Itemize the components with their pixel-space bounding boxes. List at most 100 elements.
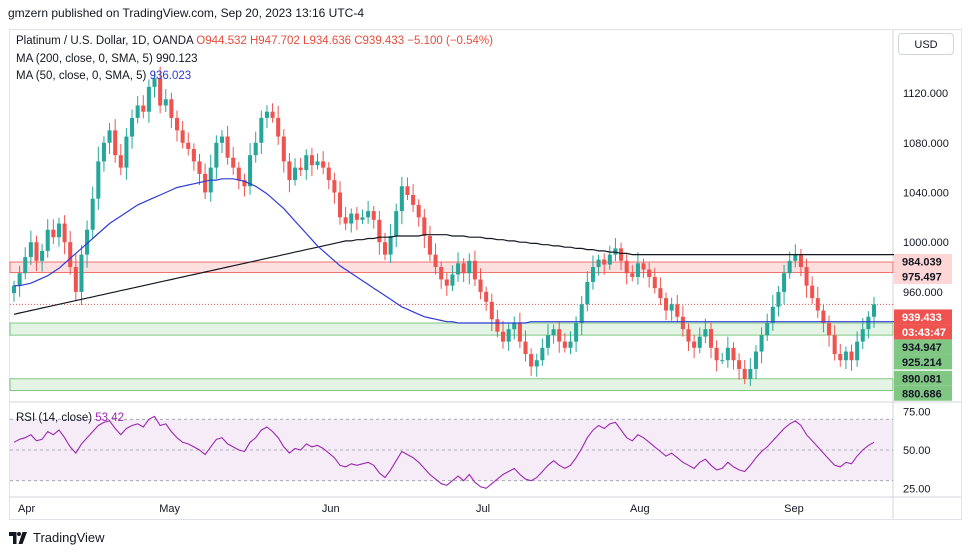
- candle-body: [135, 105, 140, 118]
- price-tag: [894, 254, 952, 270]
- candle-body: [782, 273, 787, 292]
- candle-body: [798, 254, 803, 268]
- candle-body: [759, 335, 764, 352]
- candle-body: [838, 354, 843, 361]
- candle-body: [658, 288, 663, 299]
- time-tick-label: May: [159, 503, 180, 515]
- candle-body: [590, 267, 595, 282]
- support-zone: [9, 378, 894, 391]
- rsi-label: RSI (14, close): [16, 412, 93, 424]
- candle-body: [860, 329, 865, 342]
- price-zones: [9, 261, 894, 391]
- candle-body: [366, 211, 371, 218]
- candle-body: [191, 148, 196, 162]
- candle-body: [742, 368, 747, 379]
- rsi-line: [13, 415, 875, 489]
- candle-body: [309, 155, 314, 166]
- price-tick-label: 1080.000: [903, 138, 949, 150]
- candle-body: [371, 211, 376, 220]
- candle-body: [810, 285, 815, 299]
- candle-body: [849, 351, 854, 361]
- time-tick-label: Apr: [18, 503, 35, 515]
- price-tag-label: 984.039: [902, 257, 942, 269]
- candle-body: [253, 142, 258, 156]
- candle-body: [90, 198, 95, 230]
- candle-body: [130, 117, 135, 137]
- candle-body: [40, 250, 45, 261]
- price-tag-label: 03:43:47: [902, 327, 946, 339]
- candle-body: [484, 291, 489, 302]
- candle-body: [630, 273, 635, 277]
- candle-body: [321, 161, 326, 168]
- candle-body: [225, 136, 230, 158]
- candle-body: [703, 329, 708, 337]
- candle-body: [203, 173, 208, 193]
- candle-body: [411, 194, 416, 205]
- candle-body: [163, 99, 168, 106]
- rsi-tick-label: 25.00: [903, 483, 931, 495]
- time-tick-label: Aug: [630, 503, 650, 515]
- price-tag-label: 975.497: [902, 272, 942, 284]
- candle-body: [427, 235, 432, 255]
- candle-body: [540, 347, 545, 361]
- candle-body: [422, 217, 427, 236]
- candle-body: [152, 78, 157, 87]
- price-tag: [894, 324, 952, 340]
- candle-body: [399, 186, 404, 212]
- footer: TradingView: [9, 530, 105, 545]
- high-value: H947.702: [249, 35, 300, 47]
- price-tag: [894, 385, 952, 401]
- candle-body: [472, 260, 477, 280]
- candle-body: [500, 331, 506, 342]
- candle-body: [776, 291, 781, 307]
- price-tag: [894, 269, 952, 285]
- candle-body: [382, 242, 388, 255]
- open-value: O944.532: [196, 35, 247, 47]
- price-tick-label: 1040.000: [903, 187, 949, 199]
- ma50-value: 936.023: [149, 70, 192, 82]
- candle-body: [512, 322, 517, 330]
- candle-body: [270, 111, 275, 118]
- candle-body: [394, 211, 399, 236]
- candle-body: [354, 213, 359, 220]
- candle-body: [186, 142, 191, 149]
- candle-body: [214, 142, 219, 168]
- ma200-label: MA (200, close, 0, SMA, 5): [16, 53, 153, 65]
- candle-body: [871, 304, 877, 317]
- candle-body: [360, 217, 365, 220]
- candle-body: [124, 136, 129, 168]
- price-tag: [894, 370, 952, 386]
- candle-body: [287, 161, 292, 181]
- candle-body: [725, 347, 730, 361]
- candle-body: [141, 105, 146, 112]
- candle-body: [248, 155, 253, 187]
- rsi-value: 53.42: [95, 412, 125, 424]
- candle-body: [551, 329, 556, 336]
- candle-body: [467, 260, 472, 274]
- candle-body: [748, 368, 753, 379]
- candle-body: [624, 260, 629, 274]
- candle-body: [568, 341, 573, 348]
- axes: 1120.000 1080.000 1040.000 1000.000 960.000 7…: [18, 88, 952, 515]
- candle-body: [523, 341, 528, 355]
- ma50-label: MA (50, close, 0, SMA, 5): [16, 70, 147, 82]
- ma200-value: 990.123: [155, 53, 198, 65]
- candle-body: [697, 336, 702, 348]
- candle-body: [28, 242, 33, 258]
- candle-body: [56, 223, 61, 238]
- candle-body: [259, 117, 264, 143]
- rsi-tick-label: 50.00: [903, 445, 931, 457]
- price-tag-label: 934.947: [902, 342, 942, 354]
- price-tag-label: 925.214: [902, 357, 943, 369]
- candle-body: [101, 142, 106, 162]
- candle-body: [388, 235, 393, 255]
- time-tick-label: Sep: [784, 503, 804, 515]
- candle-body: [585, 281, 590, 305]
- candle-body: [85, 229, 90, 255]
- candle-body: [236, 167, 241, 181]
- candle-body: [169, 99, 174, 118]
- candle-body: [753, 351, 758, 369]
- currency-button[interactable]: USD: [898, 33, 954, 55]
- candle-body: [231, 157, 236, 168]
